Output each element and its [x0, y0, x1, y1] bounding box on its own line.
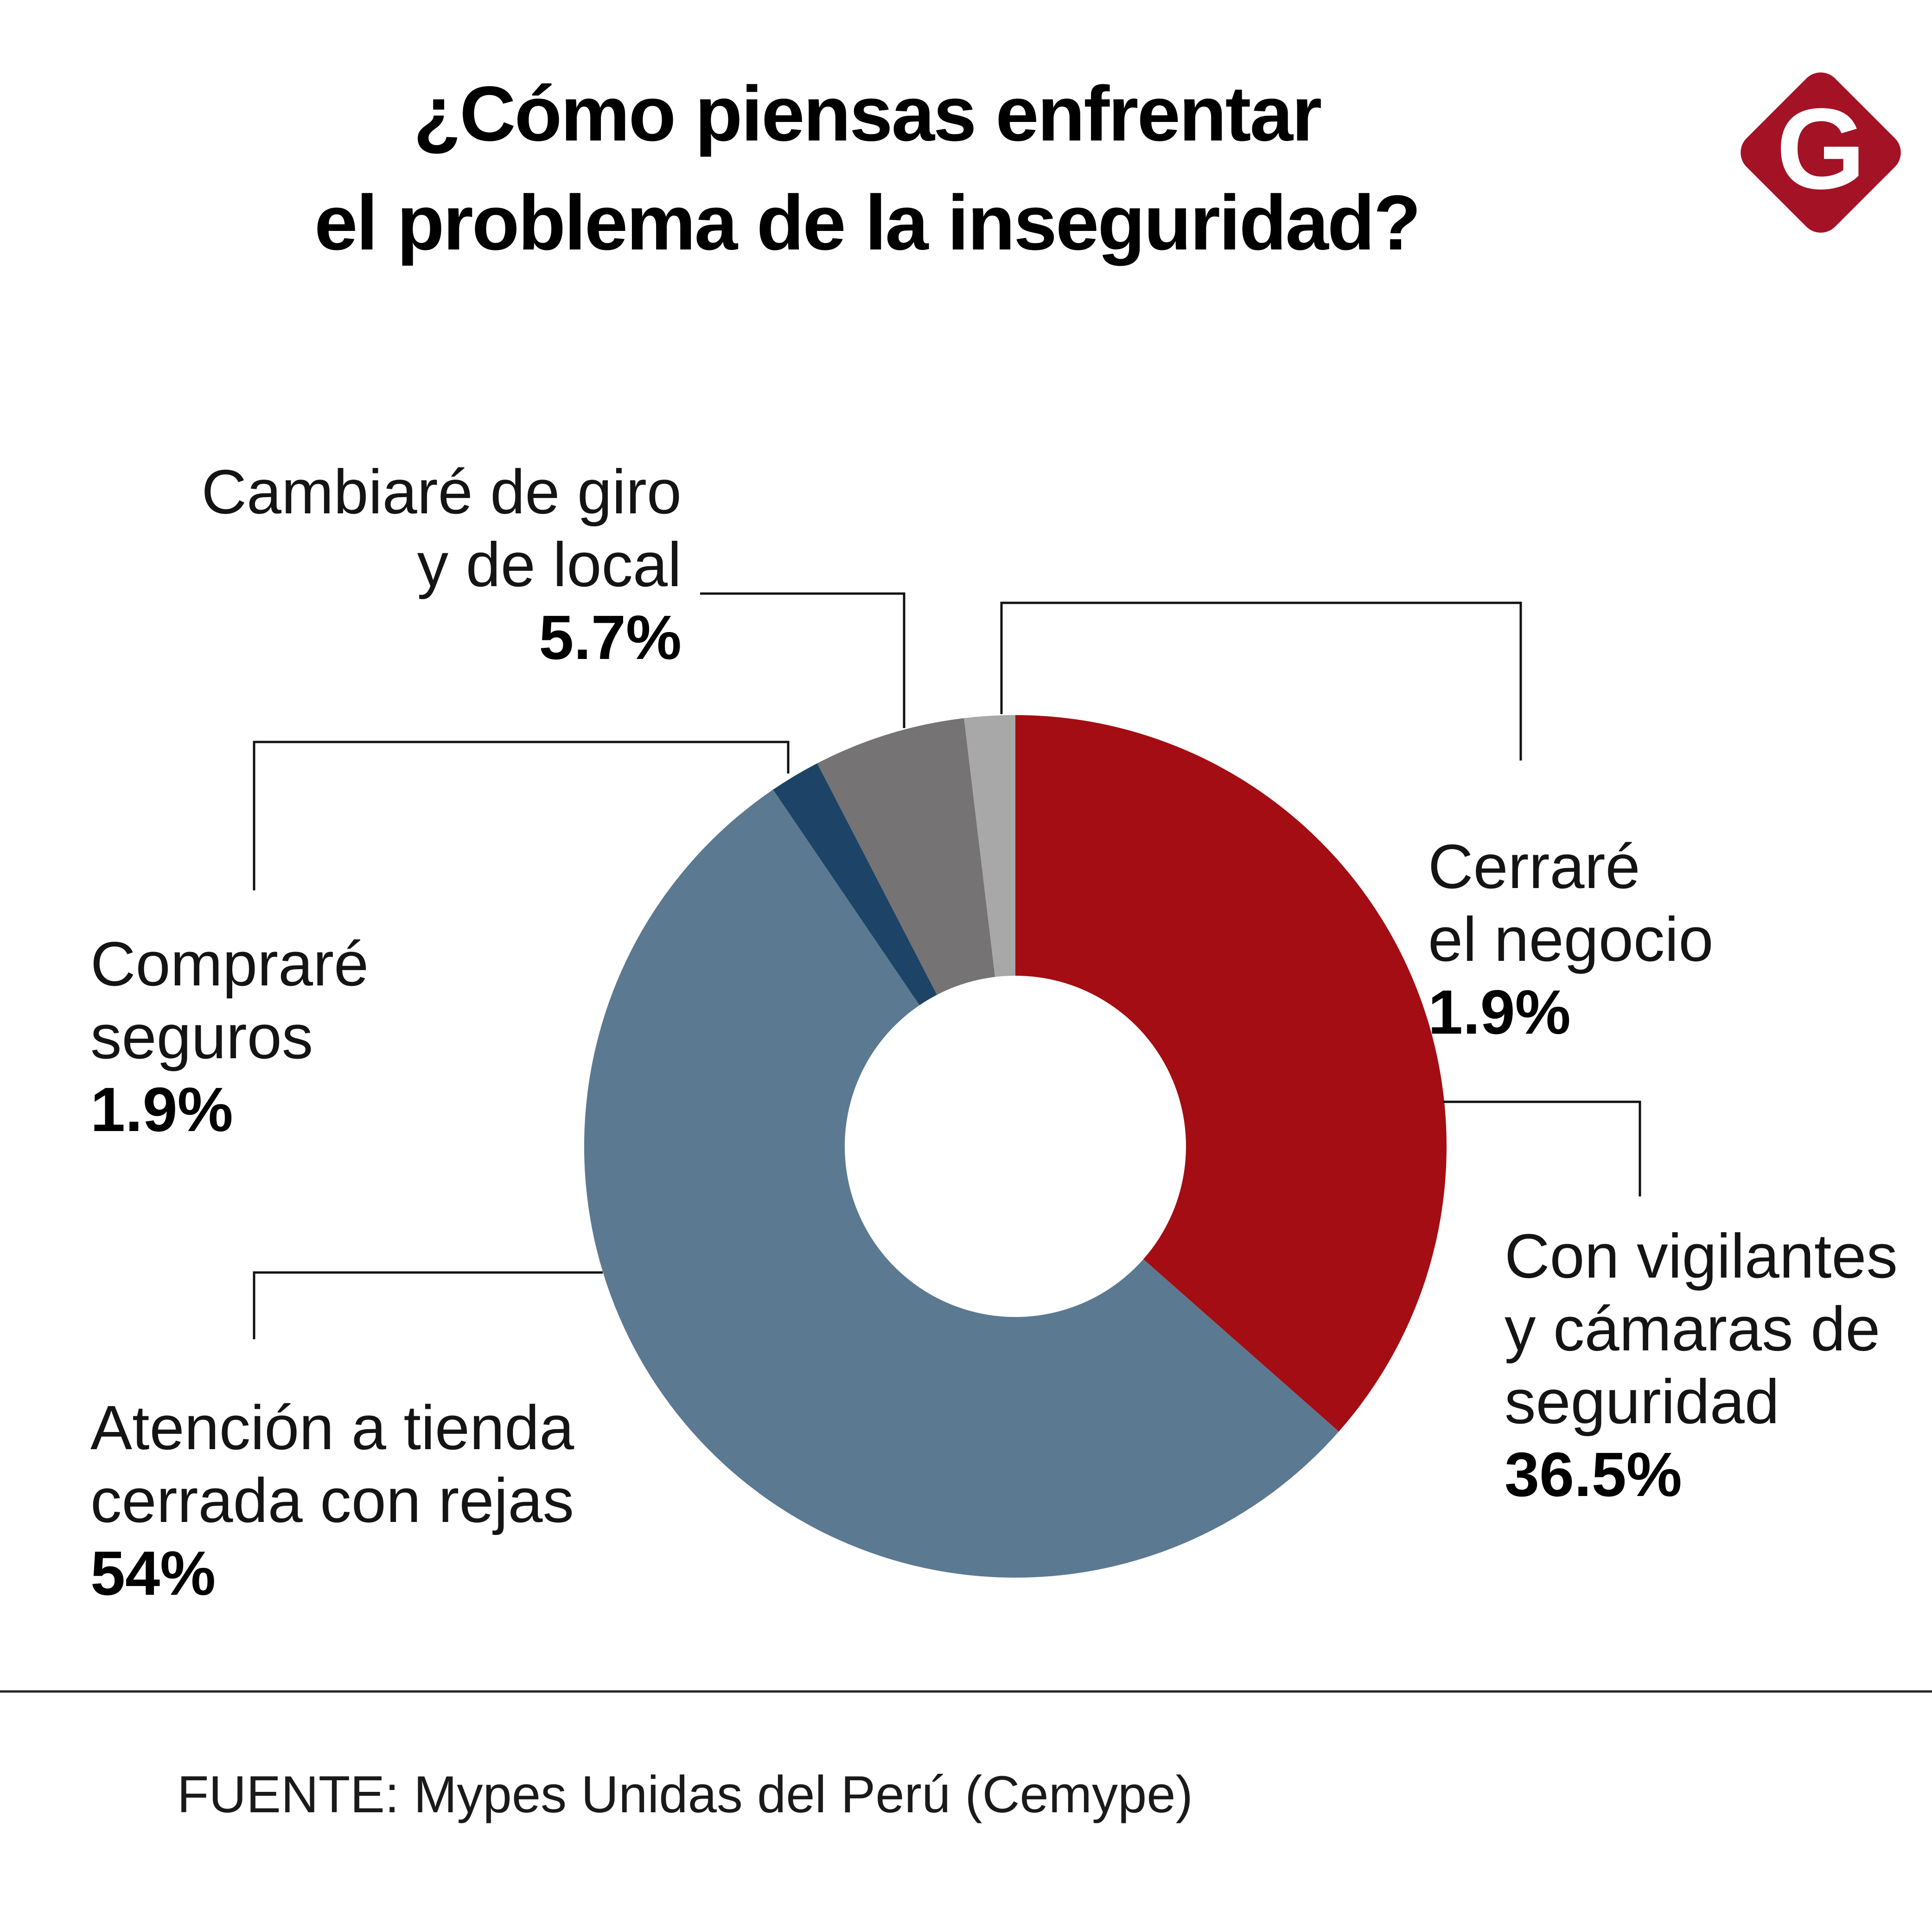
callout-comprare-line2: seguros: [90, 1002, 313, 1072]
callout-cerrare: Cerraré el negocio 1.9%: [1428, 830, 1713, 1049]
callout-cambiare: Cambiaré de giro y de local 5.7%: [201, 455, 682, 674]
callout-vigilantes-line2: y cámaras de: [1505, 1294, 1881, 1364]
leader-line-comprare: [253, 741, 790, 890]
callout-cambiare-line1: Cambiaré de giro: [201, 457, 682, 527]
callout-comprare: Compraré seguros 1.9%: [90, 927, 369, 1146]
page-title-line1: ¿Cómo piensas enfrentar: [413, 70, 1322, 157]
page-title-line2: el problema de la inseguridad?: [314, 179, 1421, 266]
callout-comprare-pct: 1.9%: [90, 1074, 233, 1144]
slice-cerrare: [964, 715, 1015, 977]
callout-cambiare-pct: 5.7%: [539, 602, 682, 672]
leader-line-vigilantes: [1443, 1100, 1641, 1196]
footer-divider: [0, 1690, 1932, 1693]
leader-line-atencion: [253, 1271, 603, 1339]
callout-atencion-line2: cerrada con rejas: [90, 1465, 574, 1535]
callout-cambiare-line2: y de local: [417, 530, 682, 600]
callout-cerrare-line1: Cerraré: [1428, 831, 1640, 901]
callout-cerrare-pct: 1.9%: [1428, 977, 1571, 1047]
callout-atencion-line1: Atención a tienda: [90, 1393, 574, 1463]
callout-atencion-pct: 54%: [90, 1538, 216, 1608]
callout-cerrare-line2: el negocio: [1428, 904, 1714, 974]
leader-line-cerrare: [1000, 601, 1522, 761]
callout-vigilantes: Con vigilantes y cámaras de seguridad 36…: [1505, 1220, 1898, 1511]
slice-vigilantes: [1015, 715, 1447, 1432]
callout-comprare-line1: Compraré: [90, 929, 369, 999]
slice-cambiare: [817, 718, 995, 995]
slice-comprare: [773, 763, 937, 1005]
callout-vigilantes-pct: 36.5%: [1505, 1439, 1682, 1509]
callout-atencion: Atención a tienda cerrada con rejas 54%: [90, 1391, 574, 1610]
slice-atencion: [584, 789, 1339, 1578]
source-text: FUENTE: Mypes Unidas del Perú (Cemype): [177, 1765, 1193, 1823]
callout-vigilantes-line1: Con vigilantes: [1505, 1221, 1898, 1291]
callout-vigilantes-line3: seguridad: [1505, 1367, 1779, 1437]
page-title: ¿Cómo piensas enfrentar el problema de l…: [0, 59, 1734, 277]
leader-line-cambiare: [700, 592, 905, 728]
donut-slices: [584, 715, 1447, 1578]
